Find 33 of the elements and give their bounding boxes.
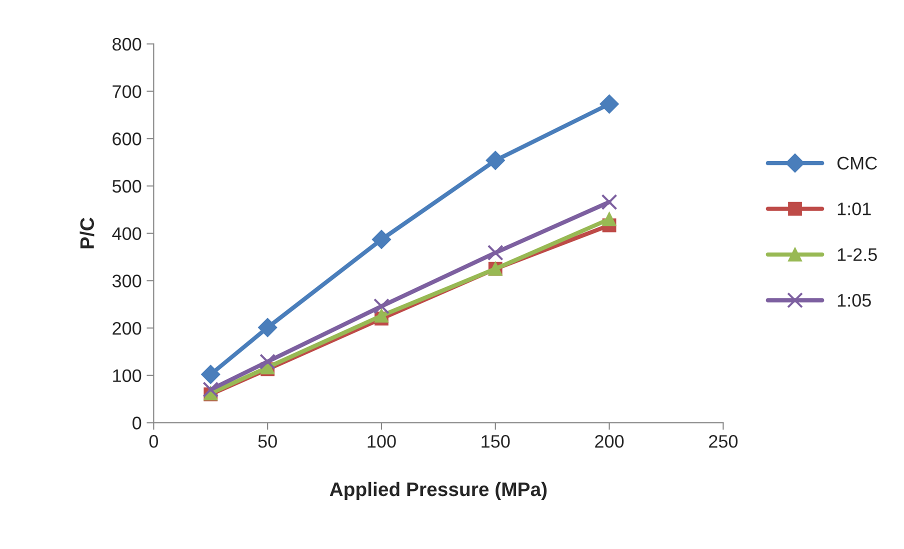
point bbox=[372, 230, 392, 250]
point bbox=[374, 308, 388, 323]
x-tick-label: 100 bbox=[368, 435, 396, 448]
y-tick-label: 300 bbox=[112, 274, 142, 288]
x-tick-label: 150 bbox=[482, 435, 510, 448]
x-axis-title: Applied Pressure (MPa) bbox=[330, 482, 547, 500]
point bbox=[201, 364, 220, 384]
x-tick-label: 250 bbox=[709, 435, 738, 448]
x-tick-label: 200 bbox=[595, 435, 624, 448]
y-tick-label: 700 bbox=[112, 85, 142, 98]
y-tick-label: 500 bbox=[112, 180, 142, 193]
legend-label: 1:01 bbox=[838, 202, 871, 216]
point bbox=[601, 194, 618, 210]
legend-label: CMC bbox=[837, 156, 877, 170]
y-tick-label: 800 bbox=[112, 38, 142, 51]
point bbox=[260, 354, 276, 370]
y-tick-label: 100 bbox=[113, 369, 142, 382]
point bbox=[600, 94, 619, 114]
point bbox=[602, 212, 616, 226]
y-tick-label: 600 bbox=[112, 132, 142, 146]
y-tick-label: 200 bbox=[112, 322, 142, 335]
point bbox=[487, 244, 504, 261]
x-tick-label: 0 bbox=[149, 435, 158, 448]
y-tick-label: 0 bbox=[132, 416, 142, 430]
y-axis-title: P/C bbox=[80, 218, 94, 248]
y-tick-label: 400 bbox=[112, 227, 142, 240]
legend-label: 1-2.5 bbox=[838, 248, 877, 262]
point bbox=[374, 298, 390, 314]
point bbox=[258, 318, 278, 338]
point bbox=[202, 382, 219, 398]
x-tick-label: 50 bbox=[258, 435, 277, 448]
point bbox=[486, 150, 505, 170]
legend-label: 1:05 bbox=[838, 294, 871, 307]
